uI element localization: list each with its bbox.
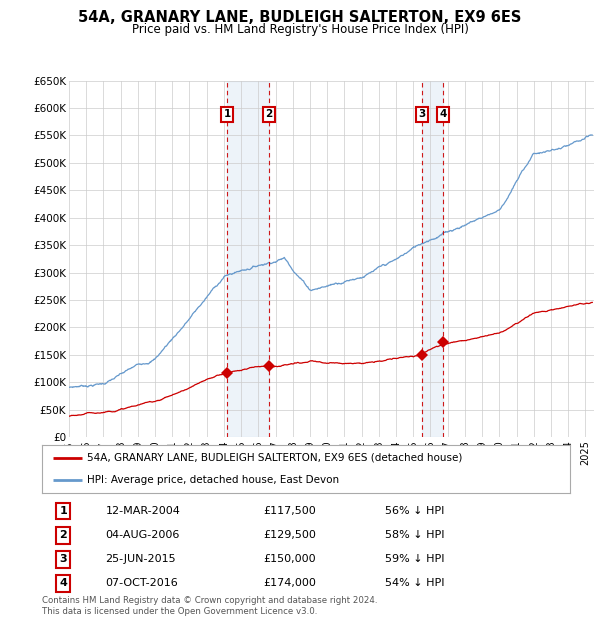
Text: 12-MAR-2004: 12-MAR-2004 bbox=[106, 507, 180, 516]
Bar bbox=[227, 81, 269, 437]
Text: £117,500: £117,500 bbox=[264, 507, 317, 516]
Text: 2: 2 bbox=[59, 530, 67, 541]
Text: 1: 1 bbox=[59, 507, 67, 516]
Text: 54A, GRANARY LANE, BUDLEIGH SALTERTON, EX9 6ES (detached house): 54A, GRANARY LANE, BUDLEIGH SALTERTON, E… bbox=[87, 453, 462, 463]
Text: £174,000: £174,000 bbox=[264, 578, 317, 588]
Text: 3: 3 bbox=[59, 554, 67, 564]
Text: 25-JUN-2015: 25-JUN-2015 bbox=[106, 554, 176, 564]
Text: 58% ↓ HPI: 58% ↓ HPI bbox=[385, 530, 445, 541]
Bar bbox=[422, 81, 443, 437]
Text: 4: 4 bbox=[59, 578, 67, 588]
Text: 54A, GRANARY LANE, BUDLEIGH SALTERTON, EX9 6ES: 54A, GRANARY LANE, BUDLEIGH SALTERTON, E… bbox=[79, 10, 521, 25]
Text: Contains HM Land Registry data © Crown copyright and database right 2024.
This d: Contains HM Land Registry data © Crown c… bbox=[42, 596, 377, 616]
Text: £129,500: £129,500 bbox=[264, 530, 317, 541]
Text: 54% ↓ HPI: 54% ↓ HPI bbox=[385, 578, 445, 588]
Text: Price paid vs. HM Land Registry's House Price Index (HPI): Price paid vs. HM Land Registry's House … bbox=[131, 23, 469, 36]
Text: 04-AUG-2006: 04-AUG-2006 bbox=[106, 530, 180, 541]
Text: 07-OCT-2016: 07-OCT-2016 bbox=[106, 578, 178, 588]
Text: 59% ↓ HPI: 59% ↓ HPI bbox=[385, 554, 445, 564]
Text: 4: 4 bbox=[440, 110, 447, 120]
Text: HPI: Average price, detached house, East Devon: HPI: Average price, detached house, East… bbox=[87, 475, 339, 485]
Text: £150,000: £150,000 bbox=[264, 554, 316, 564]
Text: 3: 3 bbox=[418, 110, 425, 120]
Text: 56% ↓ HPI: 56% ↓ HPI bbox=[385, 507, 445, 516]
Text: 2: 2 bbox=[265, 110, 272, 120]
Text: 1: 1 bbox=[224, 110, 231, 120]
